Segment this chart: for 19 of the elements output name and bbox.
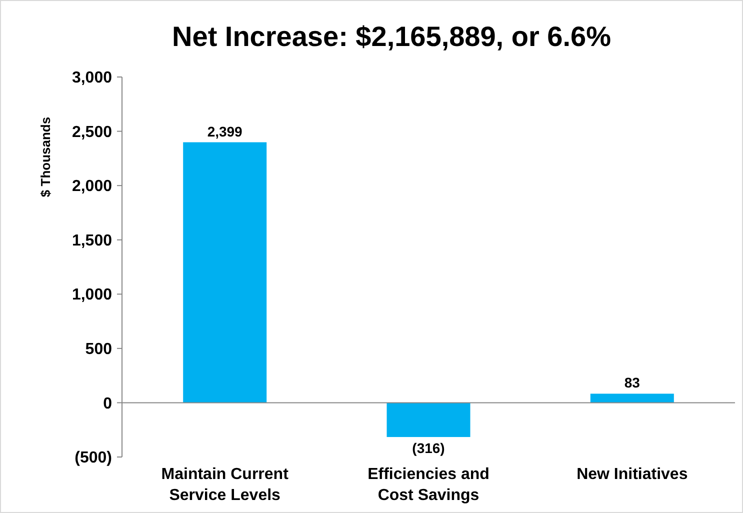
bar bbox=[590, 394, 674, 403]
y-tick-label: 2,000 bbox=[72, 178, 112, 196]
data-label: (316) bbox=[412, 440, 445, 456]
y-tick-label: 1,000 bbox=[72, 286, 112, 304]
y-axis-title: $ Thousands bbox=[38, 116, 53, 198]
chart-title: Net Increase: $2,165,889, or 6.6% bbox=[172, 21, 612, 52]
y-tick-label: 2,500 bbox=[72, 124, 112, 141]
x-tick-label: Maintain Current Service Levels bbox=[161, 466, 290, 504]
bar bbox=[386, 402, 470, 438]
y-tick-label: 500 bbox=[85, 341, 112, 358]
y-tick-label: 3,000 bbox=[72, 70, 112, 87]
y-tick-label: 1,500 bbox=[72, 232, 112, 250]
x-tick-label: Efficiencies and Cost Savings bbox=[368, 466, 490, 504]
y-tick-label: 0 bbox=[103, 395, 112, 412]
y-tick-label: (500) bbox=[74, 450, 112, 467]
data-label: 83 bbox=[624, 374, 640, 391]
x-tick-label: New Initiatives bbox=[576, 466, 688, 483]
data-label: 2,399 bbox=[207, 123, 243, 140]
bar bbox=[183, 142, 267, 403]
